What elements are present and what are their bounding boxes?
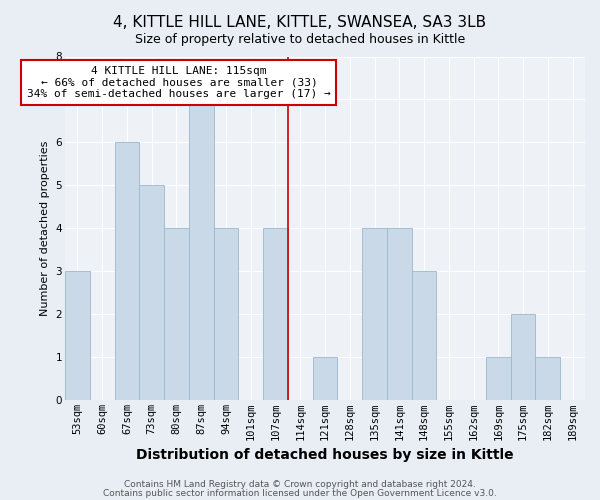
Bar <box>139 186 164 400</box>
Bar <box>214 228 238 400</box>
Bar <box>486 357 511 400</box>
Text: Contains HM Land Registry data © Crown copyright and database right 2024.: Contains HM Land Registry data © Crown c… <box>124 480 476 489</box>
Text: 4 KITTLE HILL LANE: 115sqm
← 66% of detached houses are smaller (33)
34% of semi: 4 KITTLE HILL LANE: 115sqm ← 66% of deta… <box>27 66 331 99</box>
Bar <box>313 357 337 400</box>
Y-axis label: Number of detached properties: Number of detached properties <box>40 140 50 316</box>
Text: 4, KITTLE HILL LANE, KITTLE, SWANSEA, SA3 3LB: 4, KITTLE HILL LANE, KITTLE, SWANSEA, SA… <box>113 15 487 30</box>
Bar <box>189 100 214 400</box>
Bar <box>511 314 535 400</box>
Bar <box>263 228 288 400</box>
Bar <box>65 271 90 400</box>
Text: Contains public sector information licensed under the Open Government Licence v3: Contains public sector information licen… <box>103 488 497 498</box>
Bar <box>362 228 387 400</box>
Bar <box>387 228 412 400</box>
Bar <box>115 142 139 400</box>
Text: Size of property relative to detached houses in Kittle: Size of property relative to detached ho… <box>135 32 465 46</box>
Bar <box>535 357 560 400</box>
Bar <box>412 271 436 400</box>
X-axis label: Distribution of detached houses by size in Kittle: Distribution of detached houses by size … <box>136 448 514 462</box>
Bar <box>164 228 189 400</box>
